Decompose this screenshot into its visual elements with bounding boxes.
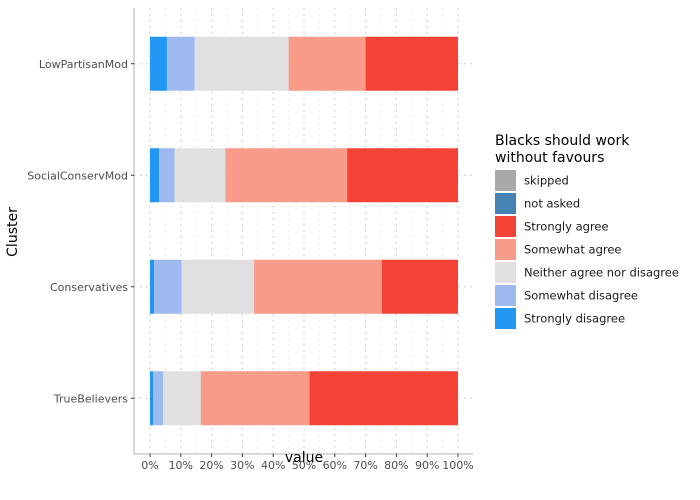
legend-label-strongly-disagree: Strongly disagree — [524, 312, 625, 326]
legend-swatch-neither-agree-nor-disagree — [495, 262, 516, 283]
x-tick-label: 70% — [353, 459, 377, 472]
x-tick-label: 0% — [141, 459, 158, 472]
bar-conservatives-somewhat-agree — [254, 259, 382, 314]
x-tick-label: 90% — [415, 459, 439, 472]
x-tick-label: 30% — [230, 459, 254, 472]
bar-lowpartisanmod-somewhat-disagree — [166, 36, 195, 91]
legend-title: Blacks should work — [495, 133, 630, 149]
y-axis-title: Cluster — [5, 207, 21, 257]
bar-lowpartisanmod-strongly-disagree — [150, 36, 167, 91]
x-tick-label: 100% — [442, 459, 473, 472]
bar-truebelievers-strongly-disagree — [150, 371, 154, 426]
bar-truebelievers-neither-agree-nor-disagree — [163, 371, 201, 426]
legend-label-somewhat-agree: Somewhat agree — [524, 243, 622, 257]
bar-conservatives-strongly-disagree — [150, 259, 155, 314]
bar-truebelievers-strongly-agree — [309, 371, 458, 426]
bar-socialconservmod-strongly-agree — [347, 148, 458, 203]
bar-truebelievers-somewhat-agree — [200, 371, 310, 426]
x-tick-label: 80% — [384, 459, 408, 472]
legend-title: without favours — [495, 150, 604, 166]
bar-socialconservmod-somewhat-agree — [225, 148, 348, 203]
legend-label-somewhat-disagree: Somewhat disagree — [524, 289, 638, 303]
bar-lowpartisanmod-somewhat-agree — [288, 36, 366, 91]
legend-swatch-somewhat-agree — [495, 239, 516, 260]
bar-socialconservmod-somewhat-disagree — [159, 148, 175, 203]
bar-conservatives-somewhat-disagree — [154, 259, 182, 314]
x-axis-title: value — [285, 450, 323, 466]
bar-socialconservmod-neither-agree-nor-disagree — [174, 148, 226, 203]
x-tick-label: 60% — [323, 459, 347, 472]
bar-socialconservmod-strongly-disagree — [150, 148, 160, 203]
y-tick-label: SocialConservMod — [27, 169, 128, 182]
legend-label-neither-agree-nor-disagree: Neither agree nor disagree — [524, 266, 679, 280]
bar-conservatives-strongly-agree — [381, 259, 458, 314]
legend-label-not-asked: not asked — [524, 197, 580, 211]
bar-lowpartisanmod-strongly-agree — [365, 36, 458, 91]
bar-truebelievers-somewhat-disagree — [153, 371, 164, 426]
x-tick-label: 10% — [169, 459, 193, 472]
bars — [150, 36, 458, 426]
legend-label-strongly-agree: Strongly agree — [524, 220, 609, 234]
bar-lowpartisanmod-neither-agree-nor-disagree — [194, 36, 289, 91]
x-tick-label: 50% — [292, 459, 316, 472]
x-tick-label: 20% — [199, 459, 223, 472]
legend-swatch-skipped — [495, 170, 516, 191]
y-tick-label: TrueBelievers — [53, 392, 128, 405]
legend-swatch-somewhat-disagree — [495, 285, 516, 306]
y-tick-label: Conservatives — [50, 281, 128, 294]
bar-conservatives-neither-agree-nor-disagree — [181, 259, 255, 314]
y-tick-label: LowPartisanMod — [39, 58, 128, 71]
legend-swatch-not-asked — [495, 193, 516, 214]
legend-label-skipped: skipped — [524, 174, 569, 188]
x-tick-label: 40% — [261, 459, 285, 472]
legend-swatch-strongly-agree — [495, 216, 516, 237]
legend-swatch-strongly-disagree — [495, 308, 516, 329]
gridlines — [134, 8, 473, 454]
axes: 0% 10% 20% 30% 40% 50% 60% 70% 80% 90% 100% LowPart… — [27, 8, 474, 472]
